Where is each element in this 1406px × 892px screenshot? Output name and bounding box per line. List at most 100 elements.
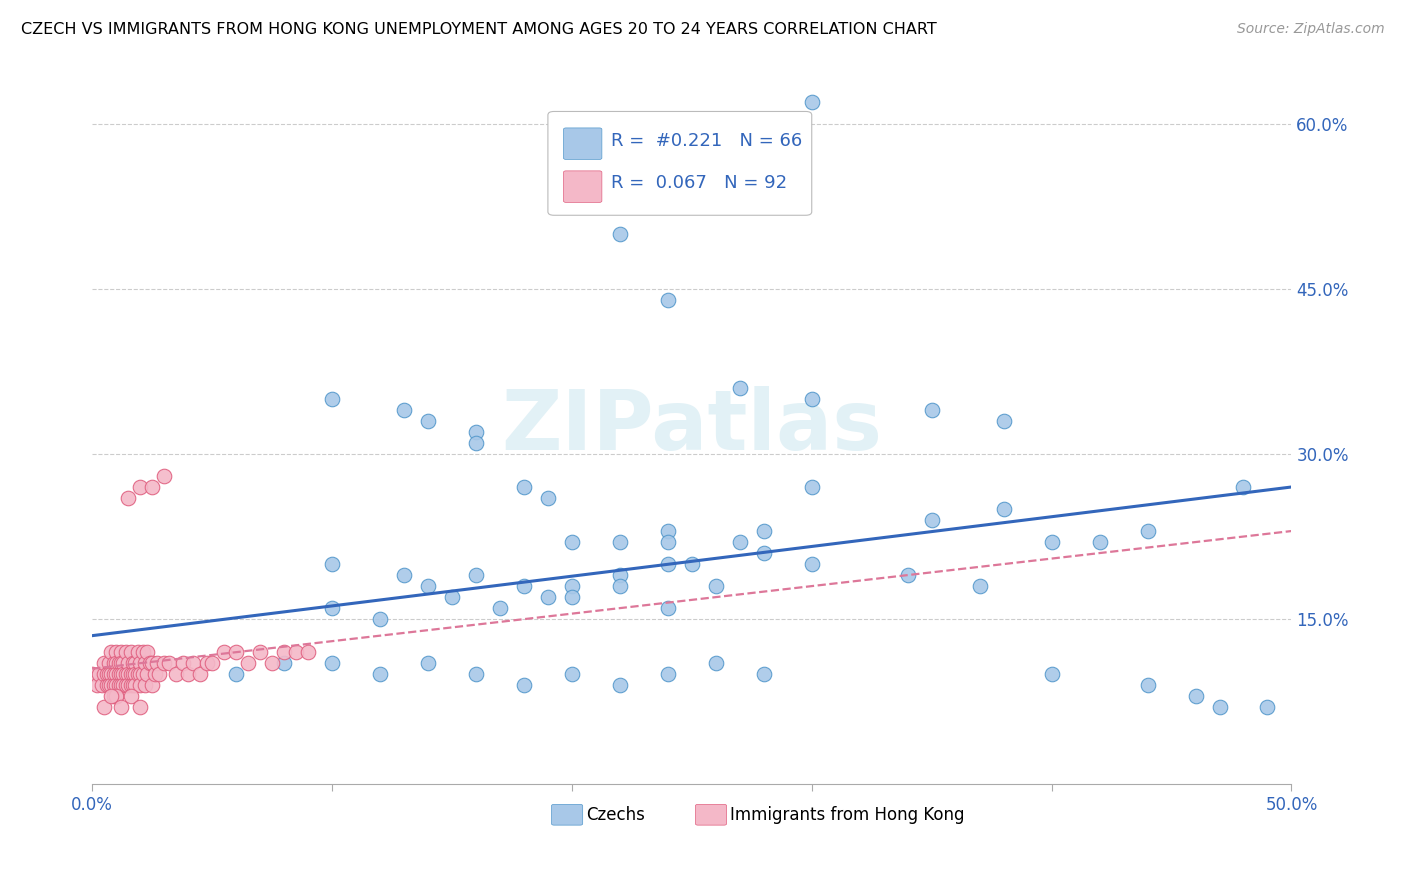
Point	[513, 480, 536, 494]
Point	[561, 667, 583, 681]
Point	[416, 579, 439, 593]
Point	[103, 667, 125, 681]
Point	[704, 656, 727, 670]
Point	[110, 678, 132, 692]
Point	[98, 667, 121, 681]
Point	[969, 579, 991, 593]
Point	[136, 645, 159, 659]
Point	[489, 601, 512, 615]
Point	[82, 667, 104, 681]
Point	[993, 414, 1015, 428]
Point	[96, 678, 118, 692]
Point	[103, 678, 125, 692]
Point	[112, 678, 135, 692]
Point	[513, 579, 536, 593]
Point	[114, 678, 136, 692]
Point	[321, 656, 343, 670]
Point	[465, 568, 488, 582]
Point	[120, 667, 142, 681]
Point	[103, 690, 125, 704]
Text: R =  #0.221   N = 66: R = #0.221 N = 66	[612, 131, 803, 150]
Point	[129, 667, 152, 681]
Point	[609, 678, 631, 692]
Point	[120, 690, 142, 704]
Point	[537, 491, 560, 505]
Point	[465, 667, 488, 681]
Point	[86, 678, 108, 692]
FancyBboxPatch shape	[564, 171, 602, 202]
Point	[368, 612, 391, 626]
Point	[416, 656, 439, 670]
Point	[105, 678, 128, 692]
Point	[321, 601, 343, 615]
Point	[657, 601, 679, 615]
Point	[117, 491, 139, 505]
Point	[416, 414, 439, 428]
Point	[98, 678, 121, 692]
Point	[117, 678, 139, 692]
Point	[153, 469, 176, 483]
Point	[177, 667, 200, 681]
Point	[1040, 667, 1063, 681]
Point	[127, 645, 149, 659]
Point	[134, 678, 156, 692]
Point	[657, 535, 679, 549]
Point	[90, 678, 112, 692]
Point	[262, 656, 284, 670]
Point	[609, 535, 631, 549]
Point	[100, 645, 122, 659]
Point	[212, 645, 235, 659]
Point	[195, 656, 218, 670]
Point	[93, 667, 115, 681]
FancyBboxPatch shape	[564, 128, 602, 160]
Point	[657, 667, 679, 681]
Point	[120, 678, 142, 692]
Point	[120, 645, 142, 659]
Point	[117, 656, 139, 670]
Point	[114, 645, 136, 659]
Point	[728, 381, 751, 395]
Point	[129, 678, 152, 692]
Point	[752, 546, 775, 560]
Point	[657, 293, 679, 307]
Point	[122, 678, 145, 692]
Point	[93, 700, 115, 714]
Point	[561, 535, 583, 549]
Point	[752, 667, 775, 681]
Point	[657, 557, 679, 571]
Point	[1208, 700, 1230, 714]
Point	[136, 667, 159, 681]
Point	[921, 513, 943, 527]
Point	[127, 667, 149, 681]
Point	[273, 645, 295, 659]
Point	[465, 436, 488, 450]
Point	[112, 667, 135, 681]
Point	[105, 690, 128, 704]
Point	[800, 480, 823, 494]
Point	[139, 656, 162, 670]
Point	[122, 667, 145, 681]
Point	[1184, 690, 1206, 704]
Point	[98, 656, 121, 670]
Text: Immigrants from Hong Kong: Immigrants from Hong Kong	[730, 806, 965, 824]
Point	[188, 667, 211, 681]
Point	[561, 579, 583, 593]
Point	[321, 392, 343, 406]
Point	[146, 656, 169, 670]
FancyBboxPatch shape	[551, 805, 582, 825]
Point	[129, 656, 152, 670]
Point	[100, 667, 122, 681]
Point	[440, 590, 463, 604]
Point	[1136, 524, 1159, 538]
Point	[728, 535, 751, 549]
Point	[131, 645, 153, 659]
Point	[321, 557, 343, 571]
Point	[1040, 535, 1063, 549]
Point	[165, 667, 187, 681]
Point	[1136, 678, 1159, 692]
Point	[609, 579, 631, 593]
Text: Czechs: Czechs	[586, 806, 645, 824]
Point	[153, 656, 176, 670]
Point	[921, 403, 943, 417]
Point	[609, 227, 631, 241]
